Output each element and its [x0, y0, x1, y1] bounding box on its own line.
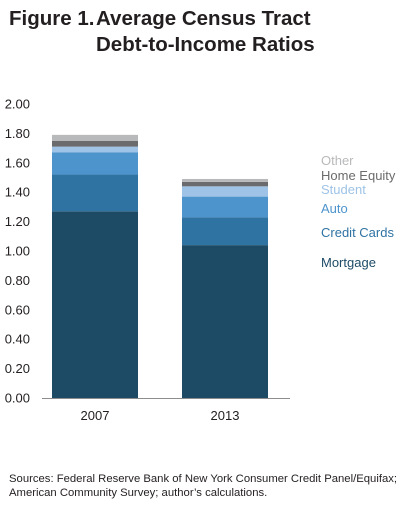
title-line-1: Average Census Tract	[96, 7, 311, 30]
y-tick-label: 1.40	[5, 185, 30, 200]
y-tick-label: 1.60	[5, 155, 30, 170]
legend-entry-mortgage: Mortgage	[321, 255, 376, 270]
figure-number: Figure 1.	[9, 7, 95, 30]
y-tick-label: 0.00	[5, 391, 30, 406]
x-tick-label: 2013	[211, 408, 240, 423]
legend-entry-auto: Auto	[321, 201, 348, 216]
bar-segment-auto	[52, 152, 138, 175]
bar-segment-credit-cards	[52, 174, 138, 212]
source-note: Sources: Federal Reserve Bank of New Yor…	[9, 473, 398, 499]
y-tick-label: 0.20	[5, 361, 30, 376]
y-tick-label: 1.20	[5, 214, 30, 229]
y-tick-label: 0.60	[5, 302, 30, 317]
bar-segment-other	[182, 178, 268, 182]
stacked-bar-chart: 0.00 0.20 0.40 0.60 0.80 1.00 1.20 1.40 1.60 1.80…	[5, 97, 396, 424]
legend-entry-other: Other	[321, 153, 354, 168]
legend-entry-home-equity: Home Equity	[321, 168, 396, 183]
bar-segment-student	[52, 146, 138, 153]
bar-segment-mortgage	[182, 245, 268, 398]
bar-segment-credit-cards	[182, 217, 268, 246]
bar-segment-home-equity	[182, 181, 268, 187]
chart-area: 0.00 0.20 0.40 0.60 0.80 1.00 1.20 1.40 1.60 1.80…	[0, 88, 420, 438]
y-tick-label: 1.80	[5, 126, 30, 141]
figure-title: Figure 1. Average Census Tract Debt-to-I…	[9, 6, 409, 58]
legend-entry-student: Student	[321, 182, 366, 197]
x-tick-label: 2007	[81, 408, 110, 423]
y-tick-label: 0.40	[5, 332, 30, 347]
bar-segment-student	[182, 186, 268, 197]
y-tick-label: 2.00	[5, 97, 30, 112]
y-tick-label: 0.80	[5, 273, 30, 288]
y-tick-label: 1.00	[5, 244, 30, 259]
bar-segment-mortgage	[52, 211, 138, 398]
bar-segment-home-equity	[52, 140, 138, 147]
title-line-2: Debt-to-Income Ratios	[96, 33, 315, 56]
bar-segment-auto	[182, 196, 268, 218]
legend-entry-credit-cards: Credit Cards	[321, 225, 394, 240]
bar-segment-other	[52, 134, 138, 141]
